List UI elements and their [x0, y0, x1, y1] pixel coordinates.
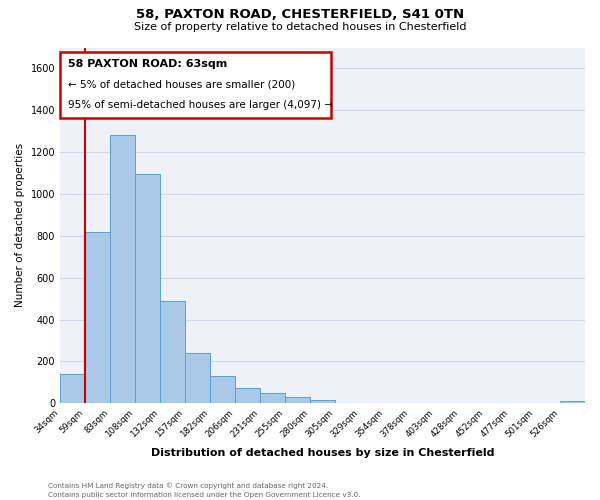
Bar: [110, 136, 135, 404]
Bar: [210, 376, 235, 404]
Bar: [310, 400, 335, 404]
Bar: [60, 374, 85, 404]
Text: Contains HM Land Registry data © Crown copyright and database right 2024.: Contains HM Land Registry data © Crown c…: [48, 482, 328, 489]
Bar: [135, 174, 160, 404]
Text: Size of property relative to detached houses in Chesterfield: Size of property relative to detached ho…: [134, 22, 466, 32]
Bar: [560, 401, 585, 404]
Text: 58, PAXTON ROAD, CHESTERFIELD, S41 0TN: 58, PAXTON ROAD, CHESTERFIELD, S41 0TN: [136, 8, 464, 20]
Text: 95% of semi-detached houses are larger (4,097) →: 95% of semi-detached houses are larger (…: [68, 100, 333, 110]
Text: Contains public sector information licensed under the Open Government Licence v3: Contains public sector information licen…: [48, 492, 361, 498]
Bar: [285, 398, 310, 404]
X-axis label: Distribution of detached houses by size in Chesterfield: Distribution of detached houses by size …: [151, 448, 494, 458]
Text: ← 5% of detached houses are smaller (200): ← 5% of detached houses are smaller (200…: [68, 79, 295, 89]
FancyBboxPatch shape: [60, 52, 331, 118]
Y-axis label: Number of detached properties: Number of detached properties: [15, 144, 25, 308]
Bar: [260, 393, 285, 404]
Bar: [185, 353, 210, 404]
Bar: [160, 300, 185, 404]
Text: 58 PAXTON ROAD: 63sqm: 58 PAXTON ROAD: 63sqm: [68, 59, 227, 69]
Bar: [235, 388, 260, 404]
Bar: [85, 232, 110, 404]
